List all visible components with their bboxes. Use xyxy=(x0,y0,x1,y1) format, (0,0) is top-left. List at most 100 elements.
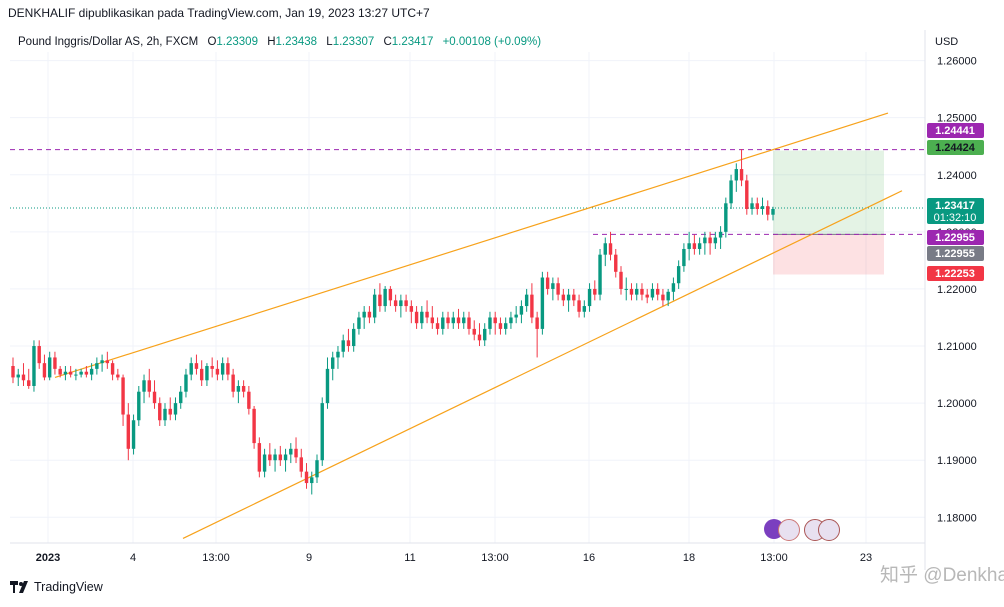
candle-body xyxy=(619,271,623,289)
low-value: 1.23307 xyxy=(332,36,375,48)
candle-body xyxy=(283,454,288,461)
candle-body xyxy=(152,391,157,404)
candle-body xyxy=(388,288,393,301)
y-tick-label: 1.18000 xyxy=(937,512,977,524)
channel-lines xyxy=(54,112,903,539)
tradingview-brand[interactable]: TradingView xyxy=(10,580,103,594)
candle-body xyxy=(608,243,613,255)
x-tick-label: 18 xyxy=(683,552,695,564)
price-label-bg xyxy=(927,123,984,138)
candle-body xyxy=(37,346,41,364)
candle-body xyxy=(74,374,78,376)
candle-body xyxy=(252,408,256,444)
candle-body xyxy=(299,457,303,472)
price-label: 1.24441 xyxy=(935,125,975,137)
price-label: 1.22955 xyxy=(935,232,975,244)
y-tick-label: 1.24000 xyxy=(937,170,977,182)
candle-body xyxy=(126,414,131,449)
y-tick-label: 1.22000 xyxy=(937,284,977,296)
candle-body xyxy=(603,243,607,255)
candle-body xyxy=(163,408,167,421)
candle-body xyxy=(718,231,723,238)
candle-body xyxy=(268,454,272,461)
currency-label[interactable]: USD xyxy=(935,36,959,48)
candle-body xyxy=(173,403,178,415)
candle-body xyxy=(566,294,571,301)
candle-body xyxy=(220,363,225,375)
candle-body xyxy=(734,169,739,181)
candle-body xyxy=(414,311,419,324)
x-tick-label: 4 xyxy=(130,552,136,564)
candle-body xyxy=(304,471,309,484)
us-flag-icon[interactable] xyxy=(778,519,800,541)
symbol-legend: Pound Inggris/Dollar AS, 2h, FXCM O1.233… xyxy=(18,36,541,48)
candle-body xyxy=(47,357,52,378)
price-label-bg xyxy=(927,140,984,155)
candle-body xyxy=(226,363,230,375)
candle-body xyxy=(703,237,707,244)
close-value: 1.23417 xyxy=(391,36,434,48)
candle-body xyxy=(68,371,73,375)
candle-body xyxy=(692,243,697,249)
candle-body xyxy=(336,351,340,358)
candle-body xyxy=(739,169,744,181)
candle-body xyxy=(121,377,125,415)
candle-body xyxy=(729,180,733,204)
candle-body xyxy=(766,206,770,215)
candle-body xyxy=(540,277,545,329)
candle-body xyxy=(100,360,104,364)
high-label: H xyxy=(267,36,276,48)
chart-grid xyxy=(10,52,925,543)
candle-body xyxy=(645,294,649,298)
candle-body xyxy=(409,306,414,312)
x-tick-label: 13:00 xyxy=(481,552,509,564)
candle-body xyxy=(21,374,26,381)
candle-body xyxy=(572,294,576,301)
candle-body xyxy=(750,203,754,210)
candle-body xyxy=(84,371,89,375)
candle-body xyxy=(315,460,319,478)
candle-body xyxy=(661,294,665,301)
candle-body xyxy=(483,328,487,341)
candle-body xyxy=(467,317,471,329)
candle-body xyxy=(236,385,241,392)
candle-body xyxy=(676,266,681,284)
candle-body xyxy=(247,391,251,409)
candle-body xyxy=(58,368,62,375)
x-tick-label: 23 xyxy=(860,552,872,564)
candle-body xyxy=(451,317,455,324)
candle-body xyxy=(524,294,529,307)
price-label: 1.24424 xyxy=(935,142,976,154)
change-value: +0.00108 (+0.09%) xyxy=(442,36,542,48)
x-tick-label: 11 xyxy=(404,552,415,564)
price-label-bg xyxy=(927,246,984,261)
candle-body xyxy=(320,403,324,461)
candle-body xyxy=(446,317,450,324)
candle-body xyxy=(425,311,429,318)
candle-body xyxy=(210,366,214,369)
candle-body xyxy=(205,366,209,381)
candle-body xyxy=(514,314,518,318)
candle-body xyxy=(404,300,408,307)
candle-body xyxy=(456,317,461,324)
candle-body xyxy=(629,288,634,295)
candle-body xyxy=(325,368,330,404)
candle-body xyxy=(551,283,555,289)
symbol-name[interactable]: Pound Inggris/Dollar AS, 2h, FXCM xyxy=(18,36,199,48)
candle-body xyxy=(435,323,440,329)
price-label-bg xyxy=(927,198,984,224)
axes: 1.260001.250001.240001.230001.220001.210… xyxy=(10,30,977,570)
candle-body xyxy=(624,288,628,290)
candle-body xyxy=(760,206,765,210)
candle-body xyxy=(341,340,345,352)
price-label: 1.22955 xyxy=(935,248,975,260)
uk-flag-icon-2[interactable] xyxy=(818,519,840,541)
candle-body xyxy=(194,363,199,369)
countdown-label: 01:32:10 xyxy=(934,212,977,224)
candle-body xyxy=(95,363,99,369)
candle-body xyxy=(593,288,597,295)
candle-body xyxy=(63,371,68,375)
tradingview-logo-icon xyxy=(10,581,28,593)
candle-body xyxy=(199,368,204,381)
